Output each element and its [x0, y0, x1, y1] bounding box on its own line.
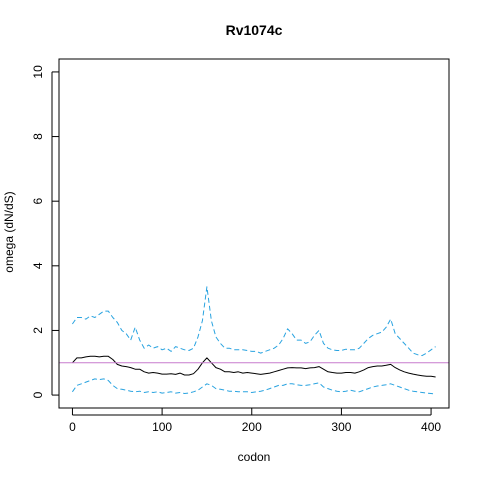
plot-area: [59, 286, 449, 395]
x-tick-label: 400: [421, 420, 441, 434]
bound-line-1: [71, 286, 436, 357]
x-tick-label: 100: [152, 420, 172, 434]
x-axis: 0 100 200 300 400: [69, 408, 441, 434]
y-tick-label: 0: [31, 391, 45, 398]
y-tick-label: 6: [31, 198, 45, 205]
chart-title: Rv1074c: [226, 22, 283, 38]
mean-line: [72, 355, 436, 378]
y-axis-label: omega (dN/dS): [2, 191, 16, 272]
y-tick-label: 4: [31, 262, 45, 269]
plot-frame: [58, 58, 450, 409]
y-tick-label: 8: [31, 133, 45, 140]
x-axis-label: codon: [238, 450, 271, 464]
y-tick-label: 10: [31, 65, 45, 79]
x-tick-label: 200: [242, 420, 262, 434]
y-axis: 0 2 4 6 8 10: [31, 65, 59, 398]
bound-line-2: [71, 378, 436, 395]
x-tick-label: 300: [331, 420, 351, 434]
x-tick-label: 0: [69, 420, 76, 434]
y-tick-label: 2: [31, 327, 45, 334]
